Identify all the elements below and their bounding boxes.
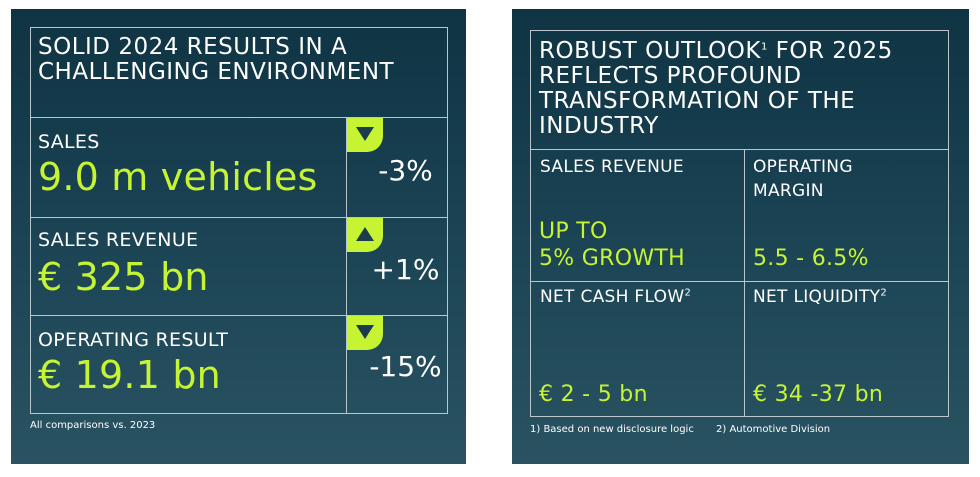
- value-line: 5% GROWTH: [539, 246, 685, 271]
- title-line: TRANSFORMATION OF THE: [539, 88, 856, 114]
- value-line: UP TO: [539, 219, 608, 244]
- title-line: SOLID 2024 RESULTS IN A: [38, 34, 348, 60]
- divider-vertical: [744, 149, 745, 416]
- divider-title: [530, 149, 948, 150]
- operating-result-change: -15%: [369, 350, 442, 383]
- title-text: ROBUST OUTLOOK: [539, 38, 761, 64]
- frame-top: [30, 27, 447, 28]
- frame-bottom: [30, 413, 448, 414]
- operating-margin-value: 5.5 - 6.5%: [753, 246, 869, 271]
- frame-right: [447, 27, 448, 413]
- frame-left: [30, 27, 31, 413]
- title-line: REFLECTS PROFOUND: [539, 63, 802, 89]
- frame-left: [530, 30, 531, 416]
- label-line: MARGIN: [753, 181, 824, 201]
- results-panel: SOLID 2024 RESULTS IN A CHALLENGING ENVI…: [11, 9, 466, 464]
- frame-top: [530, 30, 948, 31]
- change-indicator-down: [347, 118, 383, 152]
- title-text: FOR 2025: [767, 38, 893, 64]
- divider-row1: [30, 217, 447, 218]
- frame-bottom: [530, 416, 949, 417]
- title-line: INDUSTRY: [539, 113, 659, 139]
- footnote-marker: 2: [684, 287, 692, 299]
- net-cash-flow-value: € 2 - 5 bn: [539, 382, 648, 407]
- net-liquidity-label: NET LIQUIDITY2: [753, 285, 887, 309]
- operating-margin-label: OPERATING MARGIN: [753, 155, 853, 203]
- title-line: CHALLENGING ENVIRONMENT: [38, 59, 395, 85]
- sales-change: -3%: [378, 154, 433, 187]
- operating-result-label: OPERATING RESULT: [38, 329, 229, 351]
- label-text: NET CASH FLOW: [540, 287, 685, 307]
- sales-label: SALES: [38, 131, 100, 153]
- frame-right: [948, 30, 949, 416]
- divider-middle: [530, 281, 948, 282]
- title-line: ROBUST OUTLOOK1 FOR 2025: [539, 39, 893, 64]
- sales-revenue-label: SALES REVENUE: [540, 157, 684, 177]
- disclosure-footnote: 1) Based on new disclosure logic: [530, 424, 694, 435]
- net-cash-flow-label: NET CASH FLOW2: [540, 285, 691, 309]
- division-footnote: 2) Automotive Division: [716, 424, 831, 435]
- sales-revenue-change: +1%: [371, 253, 440, 286]
- triangle-down-icon: [356, 325, 374, 339]
- change-indicator-down: [347, 316, 383, 350]
- label-line: OPERATING: [753, 157, 853, 177]
- panel-title: ROBUST OUTLOOK1 FOR 2025 REFLECTS PROFOU…: [539, 39, 893, 139]
- footnote-marker: 1: [760, 41, 768, 53]
- label-text: NET LIQUIDITY: [753, 287, 881, 307]
- divider-vertical: [346, 117, 347, 413]
- divider-title: [30, 117, 447, 118]
- comparison-footnote: All comparisons vs. 2023: [30, 420, 156, 431]
- sales-revenue-value: UP TO 5% GROWTH: [539, 218, 685, 272]
- outlook-panel: ROBUST OUTLOOK1 FOR 2025 REFLECTS PROFOU…: [512, 9, 969, 464]
- divider-row2: [30, 315, 447, 316]
- sales-revenue-value: € 325 bn: [38, 255, 209, 299]
- footnote-marker: 2: [880, 287, 888, 299]
- operating-result-value: € 19.1 bn: [38, 353, 221, 397]
- triangle-down-icon: [356, 127, 374, 141]
- change-indicator-up: [347, 218, 383, 252]
- panel-title: SOLID 2024 RESULTS IN A CHALLENGING ENVI…: [38, 35, 394, 85]
- sales-value: 9.0 m vehicles: [38, 155, 318, 199]
- sales-revenue-label: SALES REVENUE: [38, 229, 199, 251]
- triangle-up-icon: [356, 227, 374, 241]
- net-liquidity-value: € 34 -37 bn: [753, 382, 884, 407]
